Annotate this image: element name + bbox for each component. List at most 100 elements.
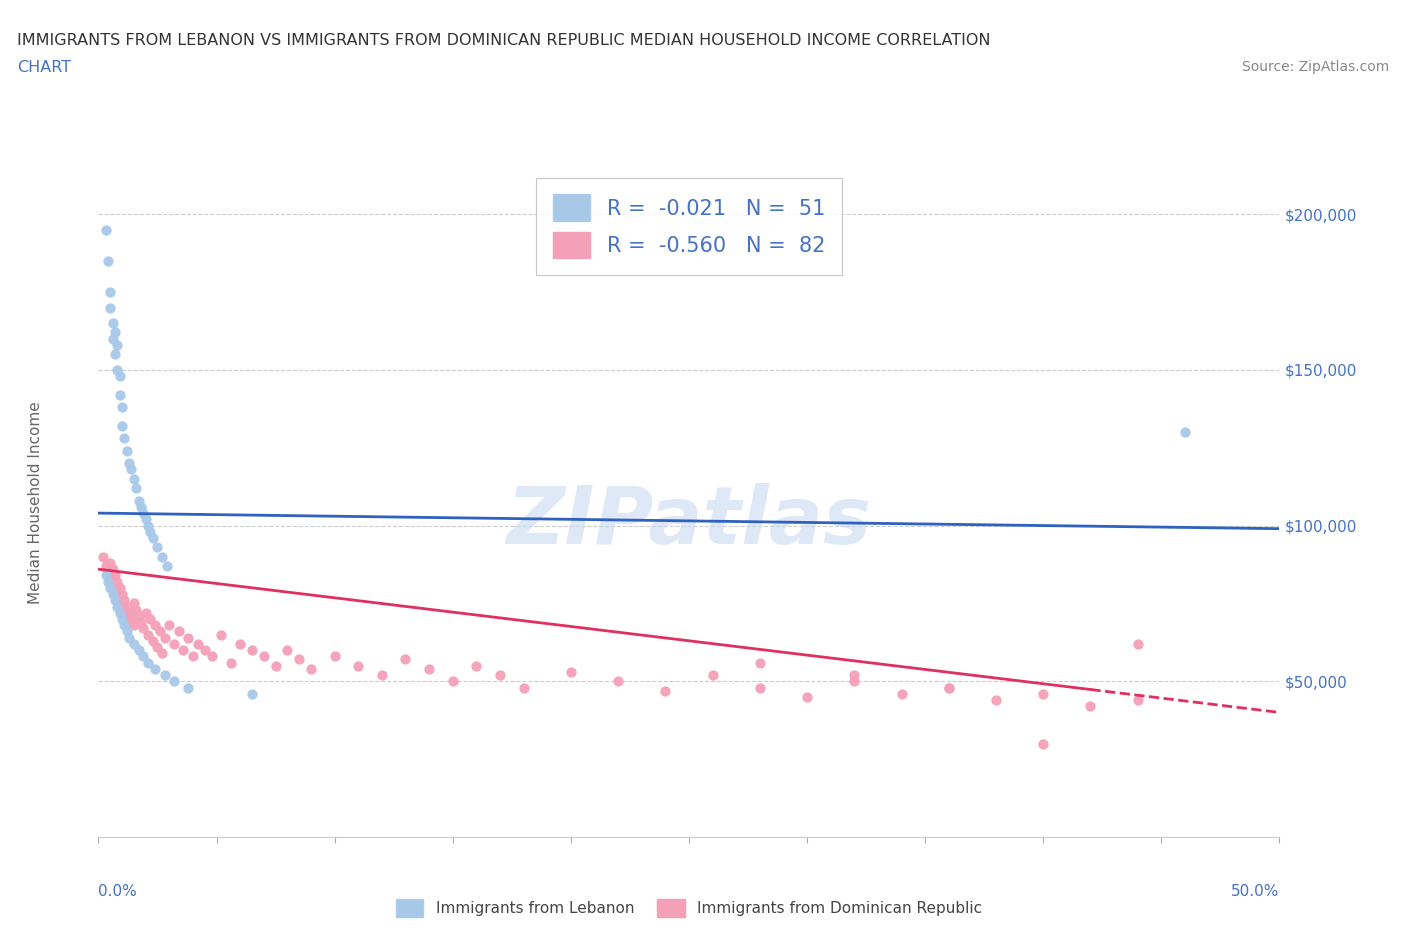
Point [104,587,127,602]
Point [136,627,159,642]
Point [91,550,114,565]
Point [105,592,128,607]
Text: 50.0%: 50.0% [1232,884,1279,899]
Point [115,444,138,458]
Point [489,668,512,683]
Point [122,636,145,651]
Point [132,649,155,664]
Point [104,325,127,339]
Point [796,689,818,704]
Point [167,624,190,639]
Point [132,506,155,521]
Point [984,693,1007,708]
Text: Median Household Income: Median Household Income [28,401,42,604]
Text: 0.0%: 0.0% [98,884,138,899]
Point [118,456,141,471]
Point [105,338,128,352]
Point [938,680,960,695]
Point [101,587,124,602]
Point [1032,686,1054,701]
Point [149,624,172,639]
Point [153,668,176,683]
Point [150,550,173,565]
Point [177,680,200,695]
Point [702,668,724,683]
Point [150,645,173,660]
Point [219,655,242,670]
Point [118,631,141,645]
Point [112,431,135,445]
Point [560,665,582,680]
Point [108,599,131,614]
Point [394,652,416,667]
Text: ZIPatlas: ZIPatlas [506,484,872,562]
Point [299,661,322,676]
Point [101,580,124,595]
Point [115,599,138,614]
Point [194,643,217,658]
Point [97,574,120,589]
Point [465,658,488,673]
Point [347,658,370,673]
Point [115,624,138,639]
Point [111,400,134,415]
Point [323,649,346,664]
Point [111,418,134,433]
Point [128,608,150,623]
Point [98,580,121,595]
Point [441,674,464,689]
Point [1126,636,1149,651]
Point [748,680,770,695]
Point [108,387,131,402]
Point [132,621,155,636]
Point [108,368,131,383]
Point [229,636,252,651]
Point [94,559,117,574]
Point [125,481,148,496]
Point [94,568,117,583]
Point [264,658,287,673]
Point [844,668,866,683]
Point [1126,693,1149,708]
Point [253,649,276,664]
Point [128,493,150,508]
Point [153,631,176,645]
Point [136,655,159,670]
Point [1174,425,1197,440]
Point [890,686,912,701]
Point [125,603,148,618]
Text: Source: ZipAtlas.com: Source: ZipAtlas.com [1241,60,1389,74]
Point [122,472,145,486]
Point [101,331,124,346]
Point [181,649,204,664]
Point [118,615,141,630]
Point [105,574,128,589]
Point [122,596,145,611]
Point [112,618,135,632]
Point [209,627,232,642]
Point [288,652,311,667]
Point [101,562,124,577]
Point [1080,698,1102,713]
Point [98,285,121,299]
Legend: Immigrants from Lebanon, Immigrants from Dominican Republic: Immigrants from Lebanon, Immigrants from… [389,893,988,923]
Point [104,568,127,583]
Point [371,668,394,683]
Point [118,605,141,620]
Point [143,661,166,676]
Point [512,680,534,695]
Point [105,363,128,378]
Point [94,222,117,237]
Text: IMMIGRANTS FROM LEBANON VS IMMIGRANTS FROM DOMINICAN REPUBLIC MEDIAN HOUSEHOLD I: IMMIGRANTS FROM LEBANON VS IMMIGRANTS FR… [17,33,990,47]
Point [146,640,169,655]
Point [105,599,128,614]
Point [187,636,209,651]
Point [104,592,127,607]
Point [654,684,676,698]
Point [115,608,138,623]
Text: CHART: CHART [17,60,70,75]
Point [129,499,152,514]
Point [938,680,960,695]
Point [276,643,298,658]
Point [142,633,165,648]
